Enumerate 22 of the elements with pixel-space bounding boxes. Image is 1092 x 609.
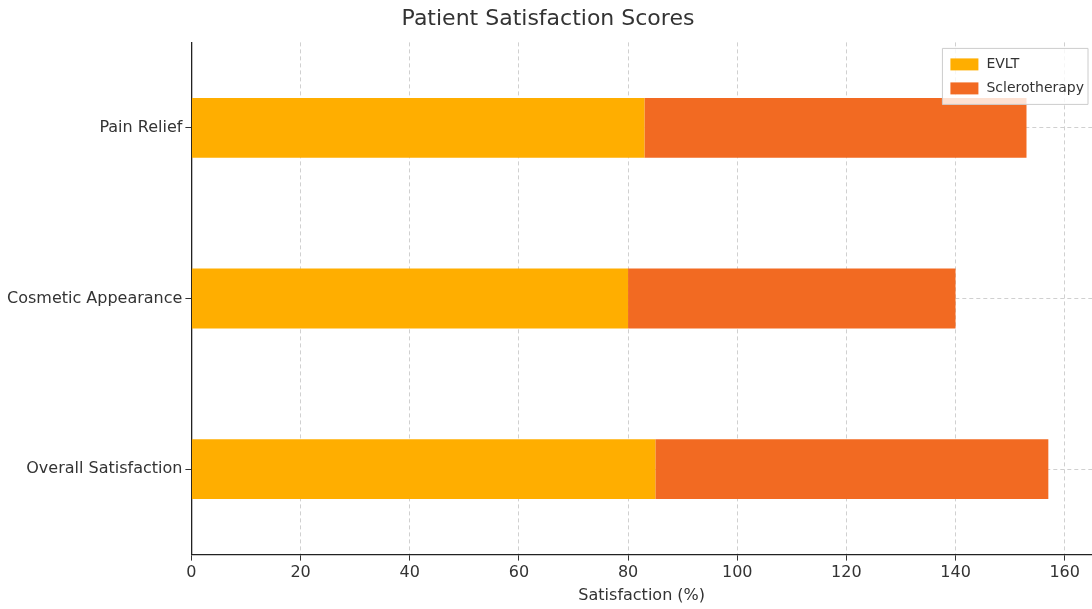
y-tick-label: Cosmetic Appearance xyxy=(6,287,183,307)
bar xyxy=(644,97,1027,158)
bar xyxy=(191,439,656,500)
x-tick-label: 80 xyxy=(617,562,639,582)
x-tick-label: 100 xyxy=(721,562,753,582)
x-tick-label: 40 xyxy=(399,562,420,582)
bar xyxy=(655,439,1049,500)
x-axis-title: Satisfaction (%) xyxy=(578,584,706,604)
y-tick-label: Overall Satisfaction xyxy=(26,458,183,478)
y-tick-label: Pain Relief xyxy=(99,116,183,136)
legend-label: EVLT xyxy=(986,55,1020,72)
bar xyxy=(191,268,629,329)
x-tick-label: 20 xyxy=(290,562,311,582)
legend-label: Sclerotherapy xyxy=(986,79,1085,96)
x-tick-label: 0 xyxy=(186,562,197,582)
bar xyxy=(628,268,956,329)
x-tick-label: 60 xyxy=(508,562,530,582)
x-tick-label: 160 xyxy=(1049,562,1080,582)
bar xyxy=(191,97,645,158)
x-tick-label: 120 xyxy=(831,562,862,582)
x-tick-label: 140 xyxy=(940,562,971,582)
chart-title: Patient Satisfaction Scores xyxy=(401,4,695,30)
